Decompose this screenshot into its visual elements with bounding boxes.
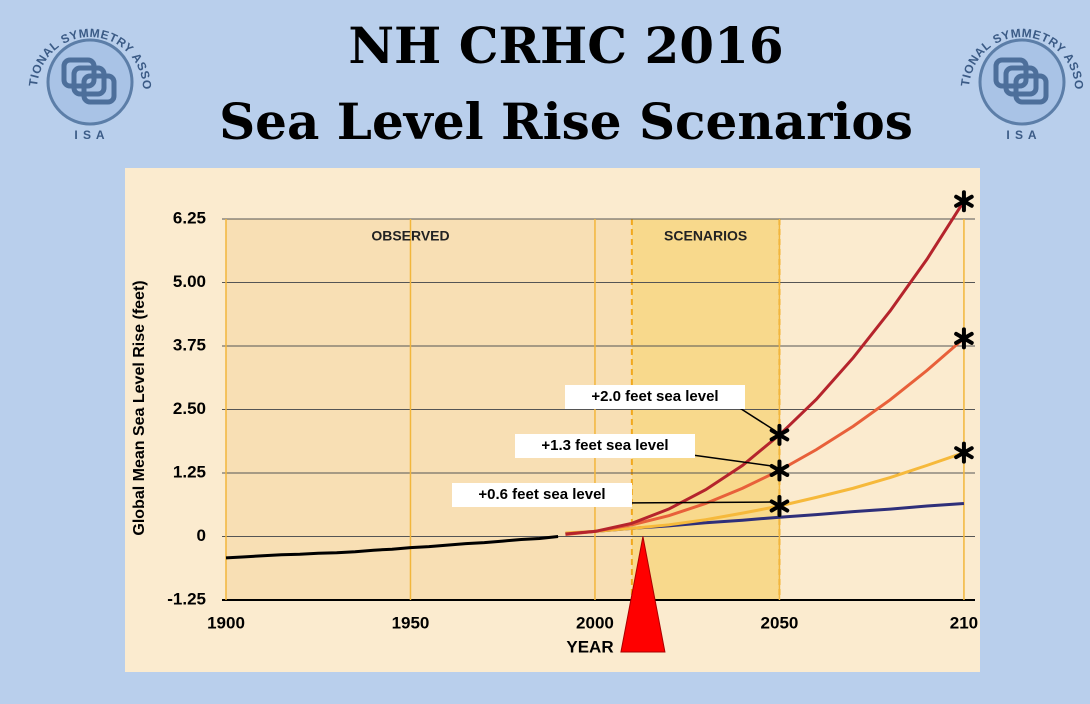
annotation-leader	[621, 501, 776, 504]
x-tick-label: 2000	[576, 613, 614, 632]
series-line	[225, 535, 559, 560]
star-marker	[769, 495, 790, 518]
x-tick-label: 2050	[761, 613, 799, 632]
logo-knot	[993, 57, 1029, 89]
annotation-text: +0.6 feet sea level	[478, 486, 605, 503]
region-label: OBSERVED	[371, 228, 449, 244]
annotation-box	[515, 434, 695, 458]
x-tick-label: 210	[950, 613, 978, 632]
star-marker	[769, 459, 790, 482]
y-axis-label: Global Mean Sea Level Rise (feet)	[131, 280, 148, 535]
logo-knot	[71, 65, 107, 97]
star-marker	[954, 190, 974, 213]
y-tick-label: 6.25	[173, 208, 206, 227]
annotation-box	[565, 385, 745, 409]
region-label: SCENARIOS	[664, 228, 747, 244]
logo-disc	[46, 38, 134, 126]
annotation-leader	[684, 453, 776, 468]
x-axis-label: YEAR	[566, 637, 613, 656]
annotation-leader	[734, 404, 776, 432]
annotation-box	[452, 483, 632, 507]
logo-abbr: I S A	[74, 128, 105, 142]
x-tick-label: 1900	[207, 613, 245, 632]
title-line: NH CRHC 2016	[348, 16, 783, 75]
logo-knot	[61, 57, 97, 89]
y-tick-label: -1.25	[167, 589, 206, 608]
logo-knot	[1013, 73, 1049, 105]
annotation-text: +1.3 feet sea level	[541, 437, 668, 454]
logo-disc	[978, 38, 1066, 126]
y-tick-label: 1.25	[173, 462, 206, 481]
star-marker	[954, 441, 974, 464]
logo-abbr: I S A	[1006, 128, 1037, 142]
y-tick-label: 5.00	[173, 272, 206, 291]
current-year-marker	[620, 536, 666, 653]
annotation-text: +2.0 feet sea level	[591, 388, 718, 405]
series-line	[565, 200, 966, 536]
y-tick-label: 2.50	[173, 399, 206, 418]
title-line: Sea Level Rise Scenarios	[219, 92, 913, 151]
x-tick-label: 1950	[392, 613, 430, 632]
series-line	[565, 451, 965, 535]
y-tick-label: 3.75	[173, 335, 206, 354]
logo-knot	[1003, 65, 1039, 97]
star-marker	[954, 327, 974, 350]
y-tick-label: 0	[197, 526, 206, 545]
star-marker	[769, 423, 790, 446]
logo-knot	[81, 73, 117, 105]
